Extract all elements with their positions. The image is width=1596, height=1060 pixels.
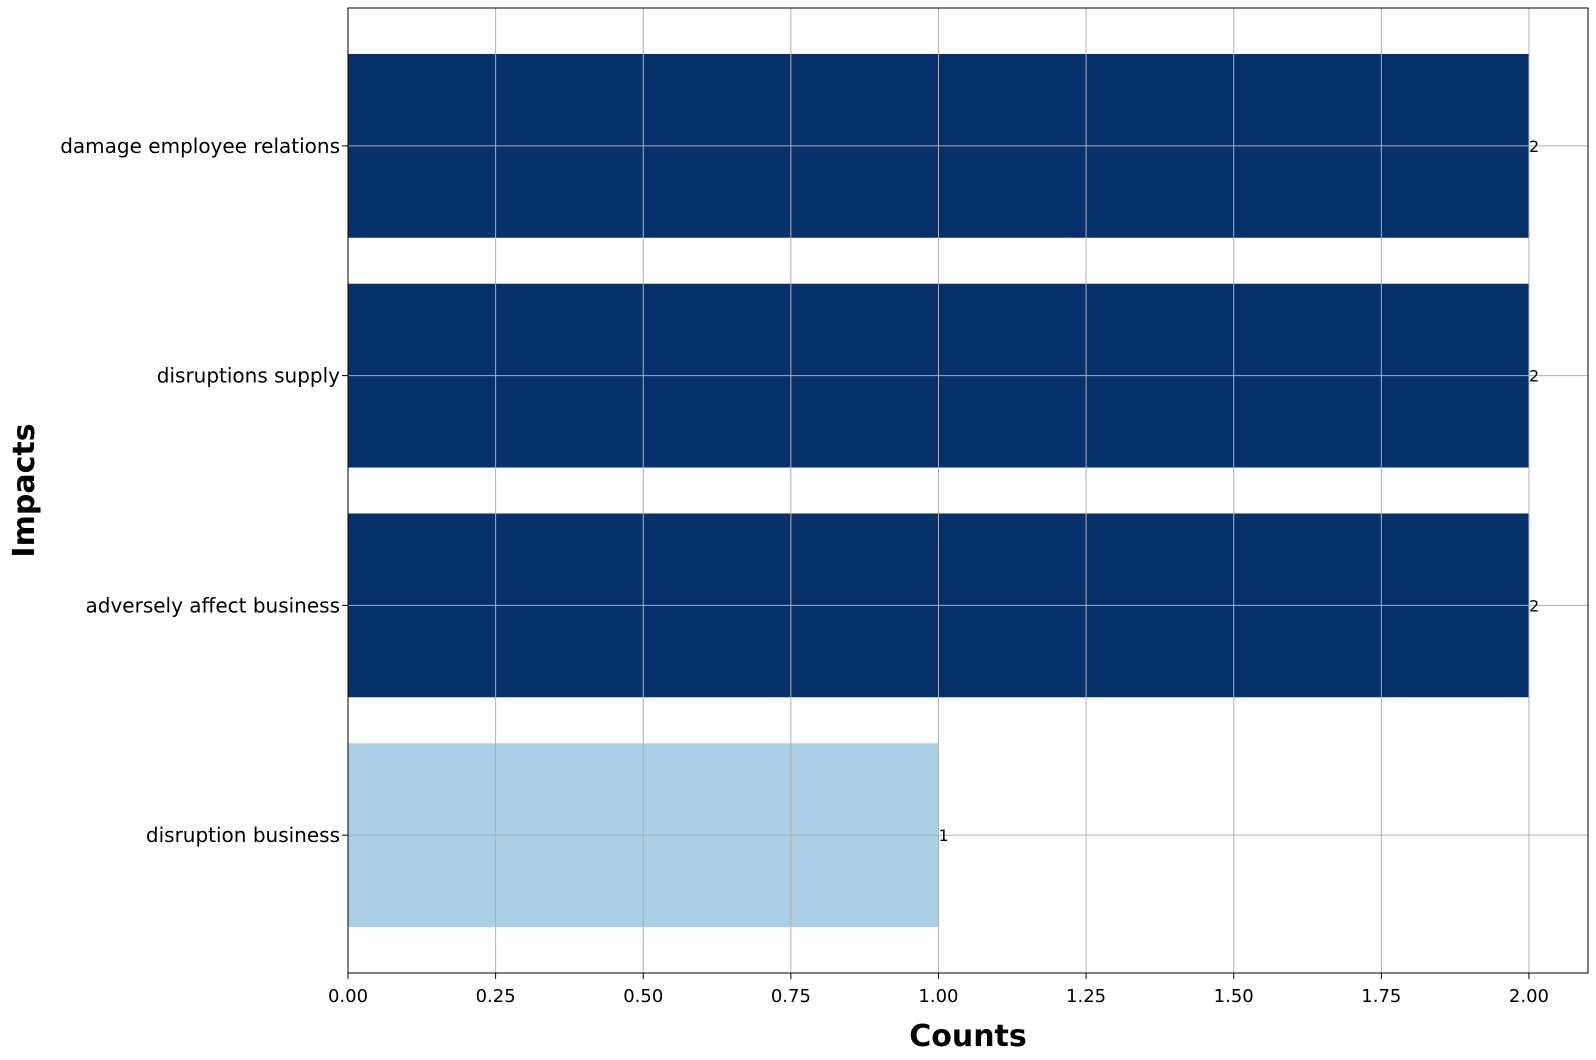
bar-value-label: 2 bbox=[1529, 367, 1539, 386]
bar-value-label: 2 bbox=[1529, 596, 1539, 615]
y-category-labels: damage employee relations disruptions sup… bbox=[60, 134, 340, 847]
y-category-label: adversely affect business bbox=[86, 593, 341, 617]
x-tick-label: 0.75 bbox=[771, 986, 811, 1007]
y-axis-title: Impacts bbox=[7, 423, 42, 557]
x-tick-label: 2.00 bbox=[1509, 986, 1549, 1007]
bar-value-label: 2 bbox=[1529, 137, 1539, 156]
x-axis-title: Counts bbox=[909, 1019, 1027, 1054]
y-category-label: damage employee relations bbox=[60, 134, 340, 158]
x-tick-label: 1.25 bbox=[1066, 986, 1106, 1007]
bar-value-label: 1 bbox=[938, 826, 948, 845]
x-tick-labels: 0.00 0.25 0.50 0.75 1.00 1.25 1.50 1.75 2.00 bbox=[328, 986, 1549, 1007]
x-tick-label: 1.00 bbox=[918, 986, 958, 1007]
x-tick-label: 1.50 bbox=[1214, 986, 1254, 1007]
y-category-label: disruptions supply bbox=[157, 364, 340, 388]
plot-frame bbox=[347, 7, 1589, 974]
x-tick-label: 1.75 bbox=[1361, 986, 1401, 1007]
data-labels: 2 2 2 1 bbox=[938, 137, 1539, 845]
y-category-label: disruption business bbox=[146, 823, 340, 847]
x-tick-label: 0.50 bbox=[623, 986, 663, 1007]
x-tick-label: 0.25 bbox=[476, 986, 516, 1007]
x-tick-label: 0.00 bbox=[328, 986, 368, 1007]
